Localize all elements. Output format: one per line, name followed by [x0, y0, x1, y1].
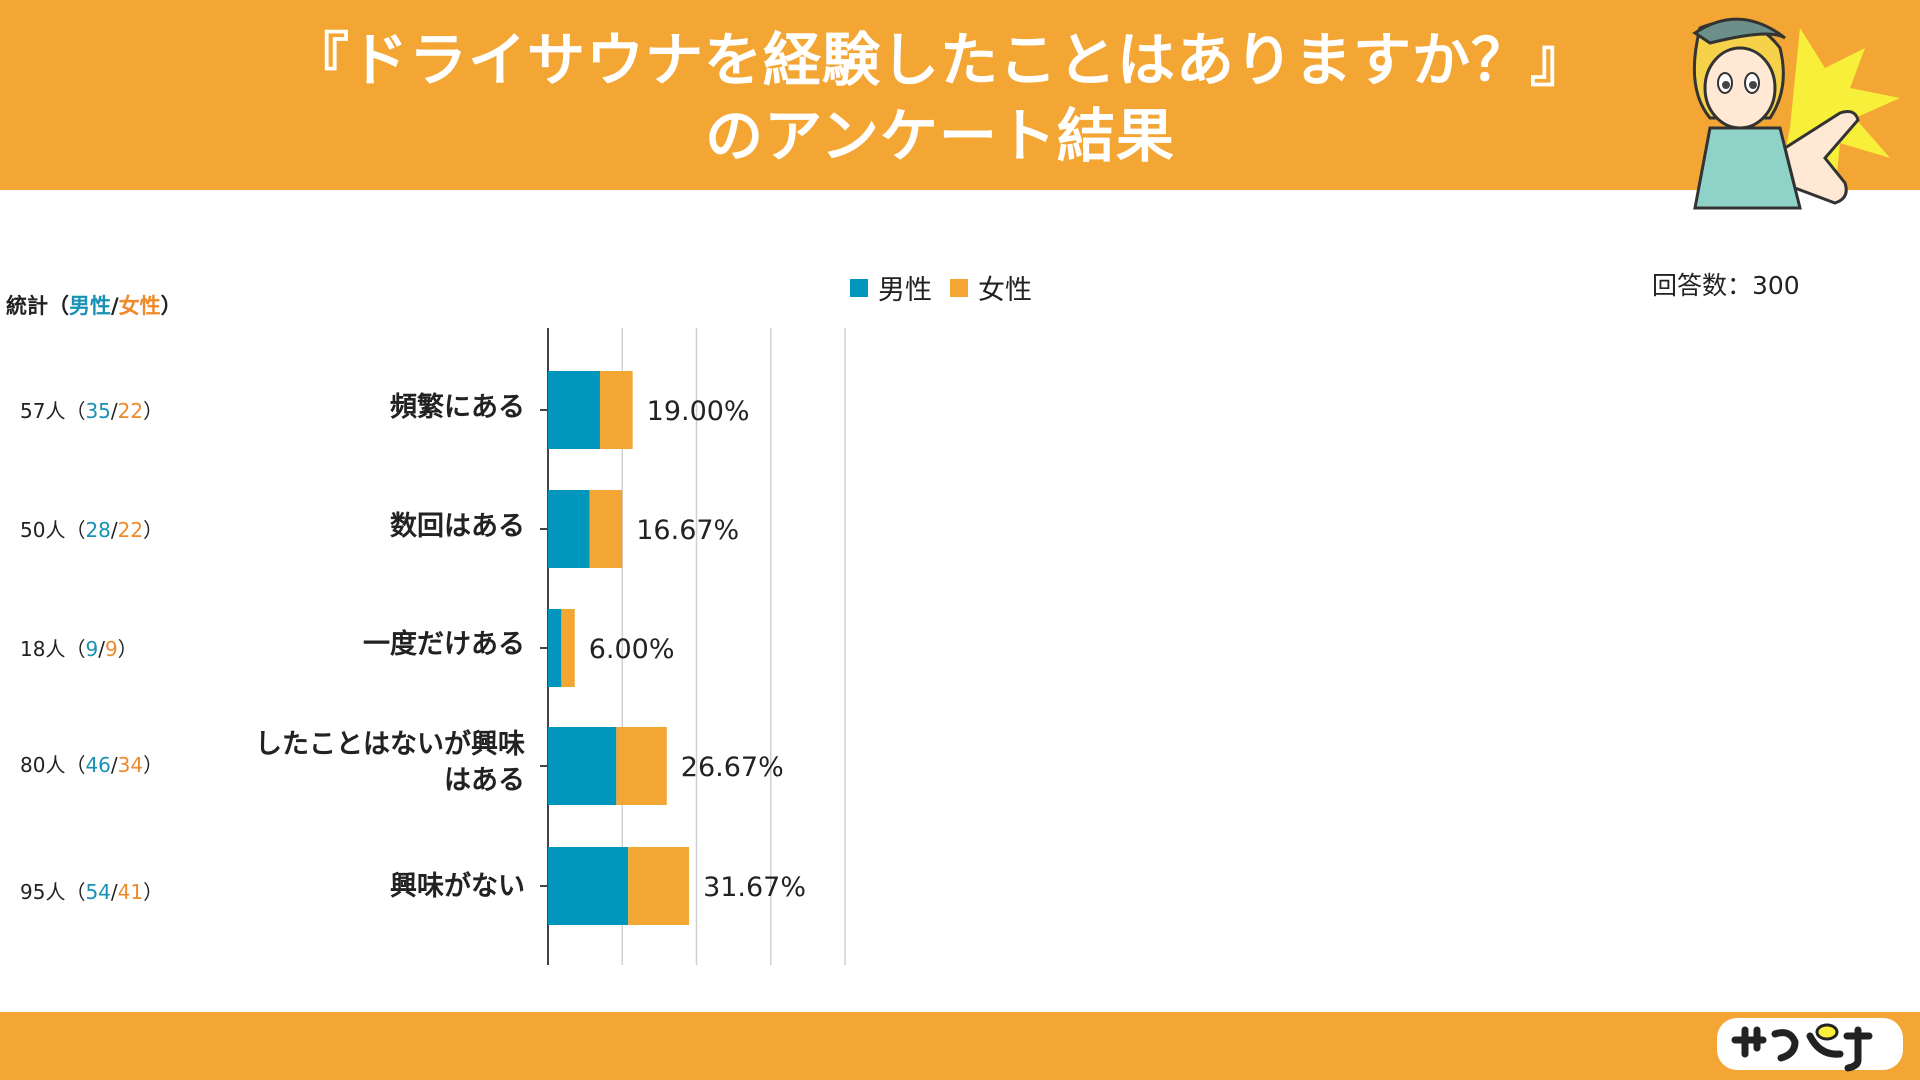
stat-male: 9 [85, 637, 99, 661]
stat-row: 57人（35/22） [20, 399, 164, 423]
legend-swatch-female [950, 278, 968, 297]
bar-segment-male [548, 371, 600, 449]
mascot-illustration [1692, 17, 1900, 210]
data-label: 16.67% [636, 515, 739, 546]
header-band [0, 0, 1920, 190]
chart-legend: 男性 女性 [850, 268, 1032, 307]
stat-male: 28 [85, 518, 111, 542]
category-label: 数回はある [390, 509, 525, 545]
stat-male: 46 [85, 753, 111, 777]
bar-segment-male [548, 609, 562, 687]
legend-label-female: 女性 [978, 275, 1032, 306]
category-label-line: 興味がない [390, 871, 525, 902]
stat-row: 80人（46/34） [20, 753, 164, 777]
stat-male: 54 [85, 880, 111, 904]
stat-count: 80人 [20, 753, 66, 777]
bar-segment-female [589, 490, 623, 568]
legend-item-female: 女性 [950, 268, 1032, 307]
bar-segment-female [599, 371, 633, 449]
stat-count: 57人 [20, 399, 66, 423]
category-label: 一度だけある [363, 627, 525, 663]
stat-female: 22 [117, 518, 144, 542]
total-responses: 回答数：300 [1652, 271, 1800, 300]
brand-logo [1717, 1018, 1903, 1072]
stats-header-female: 女性 [118, 294, 161, 318]
stat-count: 18人 [20, 637, 66, 661]
category-label-line: したことはないが興味 [255, 729, 525, 760]
page-title: 『ドライサウナを経験したことはありますか？』 のアンケート結果 [0, 22, 1880, 174]
stats-header-sep: / [111, 294, 119, 318]
data-label: 19.00% [647, 396, 750, 427]
legend-swatch-male [850, 278, 868, 297]
title-line-1: 『ドライサウナを経験したことはありますか？』 [290, 26, 1589, 94]
category-label-line: 頻繁にある [390, 392, 525, 423]
category-label-line: はある [444, 765, 525, 796]
data-label: 6.00% [589, 634, 675, 665]
bar-segment-male [548, 847, 629, 925]
stat-count: 95人 [20, 880, 66, 904]
category-label: 興味がない [390, 869, 525, 905]
footer-band [0, 1012, 1920, 1080]
stats-header-male: 男性 [69, 294, 111, 318]
data-label: 26.67% [681, 752, 784, 783]
category-label-line: 数回はある [390, 511, 525, 542]
stats-header-suffix: ） [160, 294, 182, 318]
legend-item-male: 男性 [850, 268, 932, 307]
stats-header-prefix: 統計（ [6, 294, 69, 318]
stat-male: 35 [85, 399, 111, 423]
stat-female: 22 [117, 399, 144, 423]
stat-row: 18人（9/9） [20, 637, 138, 661]
stat-female: 41 [117, 880, 144, 904]
stat-count: 50人 [20, 518, 66, 542]
bar-segment-male [548, 727, 617, 805]
title-line-2: のアンケート結果 [705, 102, 1175, 170]
legend-label-male: 男性 [878, 275, 932, 306]
bar-segment-male [548, 490, 590, 568]
category-label: したことはないが興味はある [255, 727, 525, 799]
bar-segment-female [616, 727, 667, 805]
category-label-line: 一度だけある [363, 629, 525, 660]
stat-female: 9 [104, 637, 118, 661]
bar-segment-female [628, 847, 690, 925]
stat-row: 50人（28/22） [20, 518, 164, 542]
stat-row: 95人（54/41） [20, 880, 164, 904]
category-label: 頻繁にある [390, 390, 525, 426]
stat-female: 34 [117, 753, 144, 777]
bar-segment-female [561, 609, 575, 687]
stats-header: 統計（男性/女性） [6, 290, 182, 320]
data-label: 31.67% [703, 872, 806, 903]
